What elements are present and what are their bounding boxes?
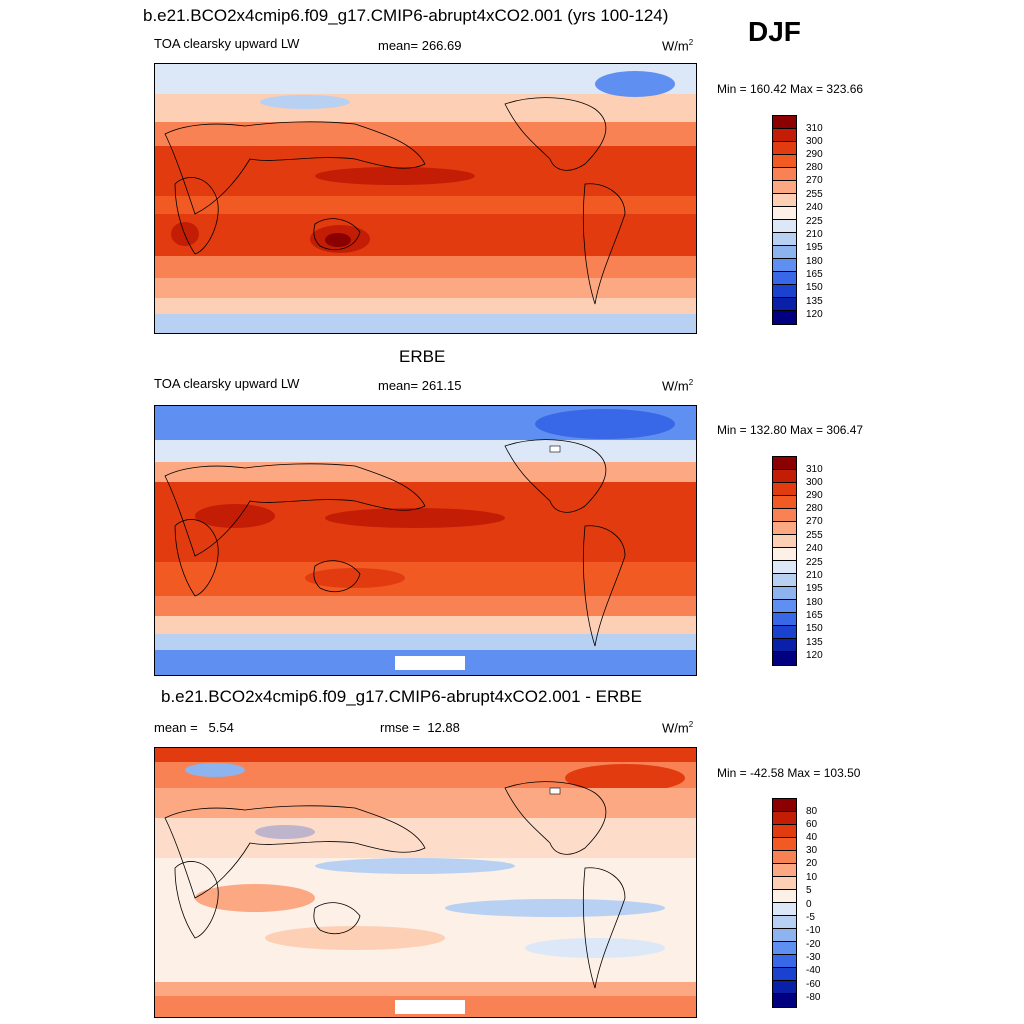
panel3-tick: 40 — [806, 832, 818, 843]
panel1-minmax: Min = 160.42 Max = 323.66 — [717, 82, 864, 96]
panel2-tick: 165 — [806, 610, 823, 621]
panel2-tick: 180 — [806, 597, 823, 608]
panel1-tick: 135 — [806, 296, 823, 307]
panel3-tick: -20 — [806, 939, 821, 950]
panel1-variable-label: TOA clearsky upward LW — [154, 36, 300, 51]
panel3-title: b.e21.BCO2x4cmip6.f09_g17.CMIP6-abrupt4x… — [161, 687, 642, 706]
panel2-minmax: Min = 132.80 Max = 306.47 — [717, 423, 864, 437]
panel3-tick: 80 — [806, 806, 818, 817]
panel3-units: W/m2 — [662, 720, 694, 736]
panel1-tick: 280 — [806, 162, 823, 173]
panel3-mean-label: mean = 5.54 — [154, 720, 234, 735]
panel3-tick: -10 — [806, 925, 821, 936]
season-label: DJF — [748, 16, 801, 47]
panel1-units: W/m2 — [662, 38, 694, 54]
panel1-map — [154, 63, 697, 334]
panel2-tick: 280 — [806, 503, 823, 514]
panel1-tick: 290 — [806, 149, 823, 160]
panel3-rmse-label: rmse = 12.88 — [380, 720, 460, 735]
panel2-tick: 310 — [806, 464, 823, 475]
panel3-tick: 10 — [806, 872, 818, 883]
panel2-tick: 240 — [806, 543, 823, 554]
panel2-tick: 150 — [806, 623, 823, 634]
panel3-tick: 60 — [806, 819, 818, 830]
panel1-tick: 150 — [806, 282, 823, 293]
panel3-tick: 20 — [806, 858, 818, 869]
panel2-tick: 210 — [806, 570, 823, 581]
panel2-mean-label: mean= 261.15 — [378, 378, 462, 393]
panel2-tick: 290 — [806, 490, 823, 501]
panel2-tick: 135 — [806, 637, 823, 648]
panel1-tick: 310 — [806, 123, 823, 134]
panel2-colorbar — [772, 456, 797, 666]
panel3-tick: -80 — [806, 992, 821, 1003]
panel1-mean-label: mean= 266.69 — [378, 38, 462, 53]
panel2-tick: 120 — [806, 650, 823, 661]
panel2-variable-label: TOA clearsky upward LW — [154, 376, 300, 391]
panel2-units: W/m2 — [662, 378, 694, 394]
panel3-tick: -30 — [806, 952, 821, 963]
panel1-tick: 165 — [806, 269, 823, 280]
panel1-tick: 180 — [806, 256, 823, 267]
panel3-tick: 30 — [806, 845, 818, 856]
panel2-title: ERBE — [399, 347, 446, 366]
panel3-tick: -40 — [806, 965, 821, 976]
panel2-tick: 300 — [806, 477, 823, 488]
panel2-tick: 270 — [806, 516, 823, 527]
panel1-tick: 120 — [806, 309, 823, 320]
panel1-tick: 300 — [806, 136, 823, 147]
panel1-title: b.e21.BCO2x4cmip6.f09_g17.CMIP6-abrupt4x… — [143, 6, 669, 25]
panel3-tick: 5 — [806, 885, 812, 896]
panel3-tick: 0 — [806, 899, 812, 910]
panel1-colorbar — [772, 115, 797, 325]
panel1-tick: 225 — [806, 216, 823, 227]
panel3-minmax: Min = -42.58 Max = 103.50 — [717, 766, 861, 780]
panel1-tick: 255 — [806, 189, 823, 200]
panel1-tick: 240 — [806, 202, 823, 213]
panel2-map — [154, 405, 697, 676]
panel2-tick: 195 — [806, 583, 823, 594]
panel1-tick: 195 — [806, 242, 823, 253]
panel2-tick: 225 — [806, 557, 823, 568]
panel3-tick: -5 — [806, 912, 815, 923]
panel2-tick: 255 — [806, 530, 823, 541]
panel1-tick: 210 — [806, 229, 823, 240]
panel3-map — [154, 747, 697, 1018]
panel3-colorbar — [772, 798, 797, 1008]
panel1-tick: 270 — [806, 175, 823, 186]
panel3-tick: -60 — [806, 979, 821, 990]
